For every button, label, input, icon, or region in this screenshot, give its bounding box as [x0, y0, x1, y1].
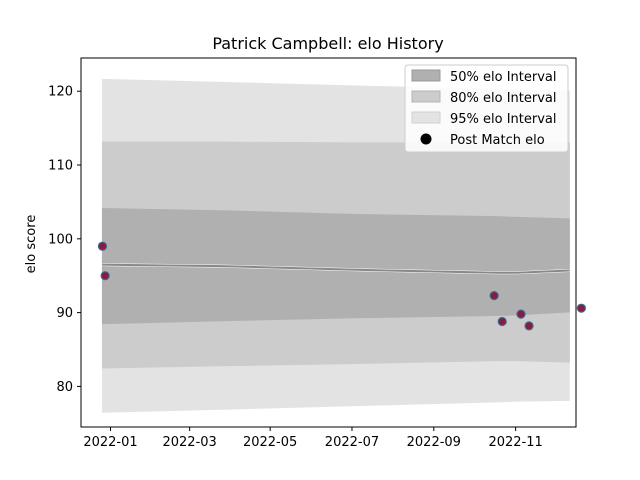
- interval-bands: [101, 78, 570, 413]
- data-point: [100, 271, 110, 281]
- mean-lines: [102, 263, 570, 275]
- x-tick-label: 2022-09: [407, 435, 461, 450]
- y-tick-label: 110: [48, 159, 73, 174]
- legend-label-95: 95% elo Interval: [450, 112, 557, 127]
- data-point: [524, 321, 534, 331]
- data-point: [97, 241, 108, 251]
- legend: 50% elo Interval 80% elo Interval 95% el…: [404, 64, 569, 153]
- x-tick-label: 2022-07: [325, 435, 379, 450]
- y-axis-label: elo score: [24, 215, 39, 274]
- x-tick-label: 2022-03: [162, 435, 216, 450]
- legend-marker-points: [420, 133, 432, 145]
- x-tick-label: 2022-11: [488, 435, 542, 450]
- legend-swatch-80: [411, 90, 441, 103]
- y-tick-label: 80: [56, 380, 73, 395]
- legend-label-points: Post Match elo: [450, 133, 545, 148]
- legend-frame: [404, 64, 569, 153]
- y-tick-label: 90: [56, 306, 73, 321]
- legend-swatch-50: [411, 69, 441, 82]
- legend-label-80: 80% elo Interval: [450, 91, 557, 106]
- legend-label-50: 50% elo Interval: [450, 70, 557, 85]
- post-match-points: [97, 241, 586, 331]
- y-tick-label: 100: [48, 232, 73, 247]
- x-tick-label: 2022-01: [83, 435, 137, 450]
- data-point: [516, 309, 526, 319]
- x-tick-label: 2022-05: [243, 435, 297, 450]
- data-point: [489, 291, 499, 301]
- legend-swatch-95: [411, 111, 441, 124]
- band-50: [101, 208, 570, 325]
- axes: 80 90 100 110 120 2022-01 2022-03 2022-05 2022-0…: [48, 57, 577, 450]
- y-tick-label: 120: [48, 85, 73, 100]
- plot-frame: [80, 57, 577, 428]
- chart-title: Patrick Campbell: elo History: [212, 34, 443, 53]
- data-point: [497, 316, 507, 327]
- mean-line: [102, 263, 570, 274]
- data-point: [576, 303, 586, 313]
